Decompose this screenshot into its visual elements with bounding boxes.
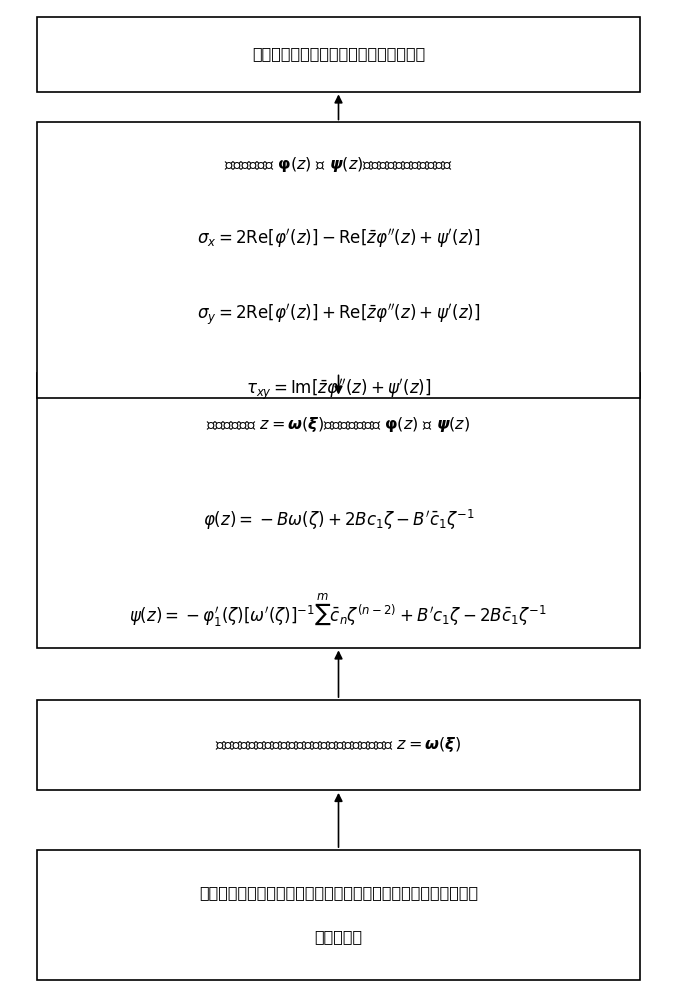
- Text: 求解将单位圆映射成隧洞实际开挖断面的映射函数 $z = \boldsymbol{\omega}(\boldsymbol{\xi})$: 求解将单位圆映射成隧洞实际开挖断面的映射函数 $z = \boldsymbol{…: [215, 736, 462, 754]
- FancyBboxPatch shape: [37, 700, 640, 790]
- Text: $\varphi(z) = -B\omega(\zeta) + 2Bc_1\zeta - B'\bar{c}_1\zeta^{-1}$: $\varphi(z) = -B\omega(\zeta) + 2Bc_1\ze…: [202, 508, 475, 532]
- Text: $\sigma_x = 2\mathrm{Re}[\varphi'(z)] - \mathrm{Re}[\bar{z}\varphi''(z) + \psi'(: $\sigma_x = 2\mathrm{Re}[\varphi'(z)] - …: [197, 227, 480, 249]
- FancyBboxPatch shape: [37, 850, 640, 980]
- Text: 根据隧洞围岩应力场，进行围岩应力分析: 根据隧洞围岩应力场，进行围岩应力分析: [252, 46, 425, 62]
- Text: 根据解析函数 $\boldsymbol{\varphi}(z)$ 和 $\boldsymbol{\psi}(z)$，获得隧洞围岩应力场：: 根据解析函数 $\boldsymbol{\varphi}(z)$ 和 $\bol…: [224, 155, 453, 174]
- Text: 算所需参数: 算所需参数: [314, 930, 363, 944]
- FancyBboxPatch shape: [37, 372, 640, 648]
- FancyBboxPatch shape: [37, 17, 640, 92]
- Text: $\tau_{xy} = \mathrm{Im}[\bar{z}\varphi''(z) + \psi'(z)]$: $\tau_{xy} = \mathrm{Im}[\bar{z}\varphi'…: [246, 377, 431, 403]
- Text: $\sigma_y = 2\mathrm{Re}[\varphi'(z)] + \mathrm{Re}[\bar{z}\varphi''(z) + \psi'(: $\sigma_y = 2\mathrm{Re}[\varphi'(z)] + …: [197, 302, 480, 328]
- Text: $\psi(z) = -\varphi_1'(\zeta)[\omega'(\zeta)]^{-1}\sum^{m}\bar{c}_n\zeta^{(n-2)}: $\psi(z) = -\varphi_1'(\zeta)[\omega'(\z…: [129, 591, 548, 629]
- Text: 已知隧洞断面形状，确定隧洞断面计算力学模型，计算隧洞相关计: 已知隧洞断面形状，确定隧洞断面计算力学模型，计算隧洞相关计: [199, 886, 478, 900]
- FancyBboxPatch shape: [37, 122, 640, 397]
- Text: 根据映射函数 $z = \boldsymbol{\omega}(\boldsymbol{\xi})$，求得解析函数 $\boldsymbol{\varphi}(: 根据映射函数 $z = \boldsymbol{\omega}(\boldsym…: [206, 416, 471, 434]
